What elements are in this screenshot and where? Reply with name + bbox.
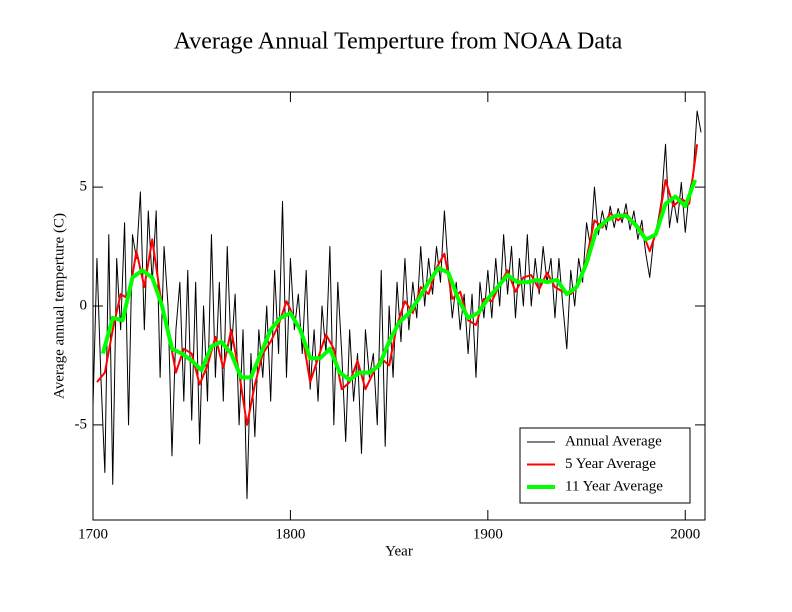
x-tick-label: 2000 — [670, 526, 700, 542]
chart-title: Average Annual Temperture from NOAA Data — [174, 29, 623, 55]
x-axis-label: Year — [385, 543, 413, 559]
series-line — [100, 179, 698, 382]
y-tick-label: 5 — [80, 179, 88, 195]
y-tick-label: 0 — [80, 297, 88, 313]
legend-label: 11 Year Average — [565, 478, 663, 494]
legend-label: Annual Average — [565, 433, 662, 449]
plot-frame — [92, 91, 706, 521]
y-axis-label: Average annual temperture (C) — [51, 213, 67, 399]
legend: Annual Average 5 Year Average 11 Year Aver… — [519, 427, 691, 504]
legend-label: 5 Year Average — [565, 456, 656, 472]
x-tick-label: 1700 — [78, 526, 108, 542]
y-tick-label: -5 — [75, 416, 88, 432]
x-tick-label: 1900 — [473, 526, 503, 542]
x-tick-label: 1800 — [275, 526, 305, 542]
